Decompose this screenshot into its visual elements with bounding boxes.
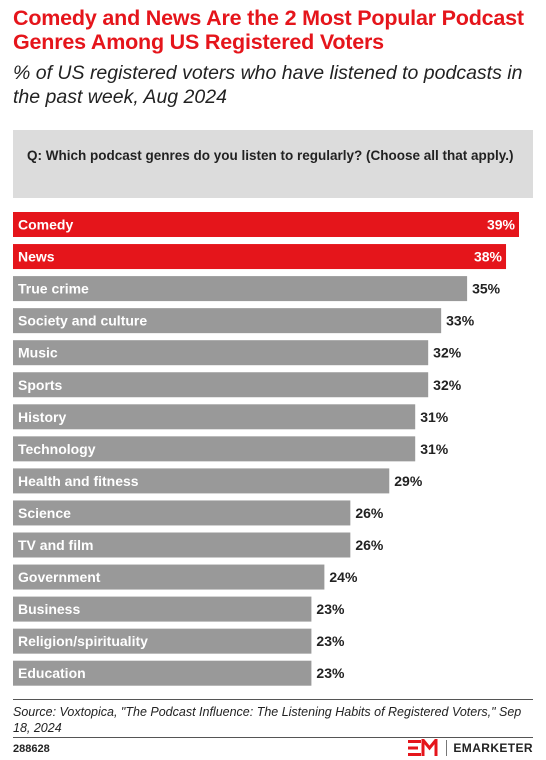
value-label-business: 23% xyxy=(316,601,345,617)
value-label-government: 24% xyxy=(329,569,358,585)
footer-divider xyxy=(13,737,533,738)
bar-tv-and-film xyxy=(13,532,351,558)
category-label-tv-and-film: TV and film xyxy=(18,537,93,553)
category-label-government: Government xyxy=(18,569,101,585)
category-label-history: History xyxy=(18,409,66,425)
bar-business xyxy=(13,596,312,622)
value-label-music: 32% xyxy=(433,345,462,361)
chart-subtitle: % of US registered voters who have liste… xyxy=(13,62,523,108)
bar-sports xyxy=(13,372,429,398)
value-label-sports: 32% xyxy=(433,377,462,393)
category-label-sports: Sports xyxy=(18,377,63,393)
value-label-true-crime: 35% xyxy=(472,281,501,297)
survey-question-box: Q: Which podcast genres do you listen to… xyxy=(13,130,533,198)
bar-science xyxy=(13,500,351,526)
survey-question: Q: Which podcast genres do you listen to… xyxy=(27,148,514,163)
value-label-tv-and-film: 26% xyxy=(355,537,384,553)
chart-id: 288628 xyxy=(13,743,50,755)
value-label-society-and-culture: 33% xyxy=(446,313,475,329)
em-logo-icon xyxy=(408,739,438,756)
bar-religion-spirituality xyxy=(13,628,312,654)
bar-chart: Comedy 39% News 38% True crime 35% Society and… xyxy=(13,212,519,686)
category-label-health-and-fitness: Health and fitness xyxy=(18,473,139,489)
value-label-comedy: 39% xyxy=(487,217,516,233)
bar-government xyxy=(13,564,325,590)
category-label-technology: Technology xyxy=(18,441,96,457)
bar-technology xyxy=(13,436,416,462)
source-divider xyxy=(13,699,533,700)
brand-logo: EMARKETER xyxy=(408,739,533,757)
bar-health-and-fitness xyxy=(13,468,390,494)
brand-name: EMARKETER xyxy=(453,741,533,755)
value-label-technology: 31% xyxy=(420,441,449,457)
bar-news xyxy=(13,244,507,270)
bar-comedy xyxy=(13,212,519,237)
category-label-science: Science xyxy=(18,505,71,521)
bar-true-crime xyxy=(13,276,468,302)
category-label-religion-spirituality: Religion/spirituality xyxy=(18,633,148,649)
source-note: Source: Voxtopica, "The Podcast Influenc… xyxy=(13,705,522,735)
category-label-comedy: Comedy xyxy=(18,217,73,233)
chart-title: Comedy and News Are the 2 Most Popular P… xyxy=(13,6,524,54)
bar-education xyxy=(13,660,312,686)
bar-music xyxy=(13,340,429,366)
logo-separator xyxy=(446,740,448,756)
category-label-business: Business xyxy=(18,601,80,617)
value-label-religion-spirituality: 23% xyxy=(316,633,345,649)
category-label-society-and-culture: Society and culture xyxy=(18,313,147,329)
value-label-health-and-fitness: 29% xyxy=(394,473,423,489)
value-label-news: 38% xyxy=(474,249,503,265)
value-label-education: 23% xyxy=(316,665,345,681)
value-label-history: 31% xyxy=(420,409,449,425)
category-label-music: Music xyxy=(18,345,58,361)
category-label-news: News xyxy=(18,249,55,265)
category-label-true-crime: True crime xyxy=(18,281,89,297)
bar-society-and-culture xyxy=(13,308,442,334)
bar-history xyxy=(13,404,416,430)
category-label-education: Education xyxy=(18,665,86,681)
value-label-science: 26% xyxy=(355,505,384,521)
